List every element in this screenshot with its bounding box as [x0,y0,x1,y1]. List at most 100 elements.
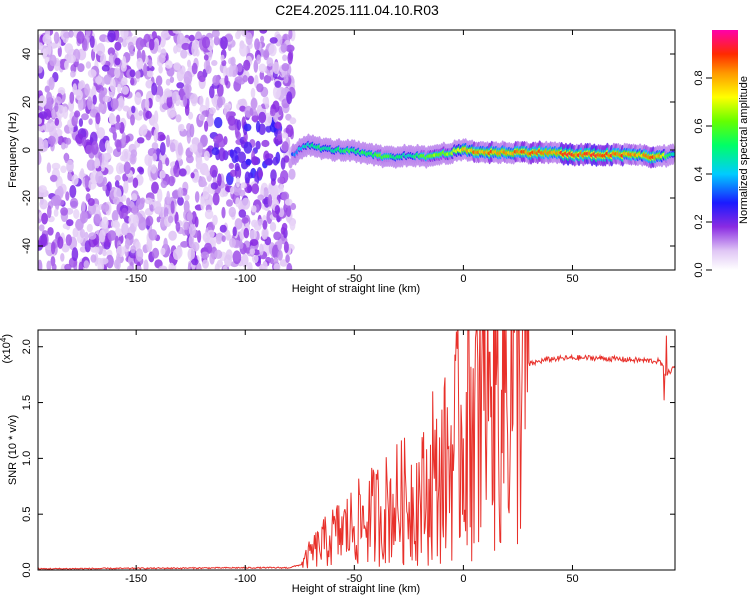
ridge-cell [670,152,675,157]
noise-cell [66,159,74,173]
noise-cell [288,168,296,180]
page-title: C2E4.2025.111.04.10.R03 [275,2,439,18]
y-tick-label: 0 [21,147,33,153]
noise-cell [262,261,268,270]
noise-cell [203,150,210,161]
noise-cell [234,162,240,172]
noise-cell [282,54,288,62]
noise-cell [177,196,184,206]
noise-cell [96,42,106,56]
noise-cell [61,243,70,253]
noise-cell [194,191,200,203]
noise-cell [134,92,142,105]
noise-cell [163,237,168,252]
noise-cell [176,68,184,82]
noise-cell [262,220,268,230]
noise-cell [179,123,185,132]
y-tick-label: 40 [21,48,33,60]
noise-cell [77,63,85,73]
noise-cell [285,44,295,53]
noise-cell [81,201,86,213]
noise-cell [42,33,52,45]
noise-cell [187,247,196,261]
noise-cell [199,95,204,108]
noise-cell [196,156,203,169]
noise-cell [269,37,278,44]
noise-cell [272,85,281,99]
noise-cell [79,228,86,239]
noise-cell [283,74,289,84]
noise-cell [170,200,175,214]
noise-cell [158,265,168,270]
noise-cell [156,216,161,223]
noise-cell [151,82,158,96]
noise-cell [49,125,57,139]
noise-cell [49,174,58,182]
noise-cell [243,141,253,154]
noise-cell [281,222,288,231]
noise-cell [209,164,218,178]
noise-cell [167,215,174,224]
noise-cell [226,199,233,207]
noise-cell [84,174,89,189]
snr-scale-exponent: 4 [0,337,8,342]
noise-cell [177,187,184,198]
noise-cell [263,74,272,84]
noise-cell [136,137,145,144]
noise-cell [254,38,260,51]
noise-cell [165,78,171,86]
noise-cell [211,60,218,66]
noise-cell [216,96,223,109]
noise-cell [189,123,195,138]
noise-cell [114,180,120,188]
noise-cell [115,114,121,124]
noise-cell [185,85,190,99]
snr-scale-prefix: (x10 [1,342,13,363]
snr-plot-area [38,330,675,570]
noise-cell [110,98,119,110]
colorbar-tick-label: 0.2 [693,214,705,229]
spectrogram-panel: -150 -100 -50 0 50 -40 -20 0 20 40 Height of str… [7,29,676,295]
noise-cell [95,112,101,125]
noise-cell [191,42,199,57]
noise-cell [64,152,69,164]
noise-cell [222,190,228,197]
noise-cell [232,226,237,237]
noise-cell [191,62,198,75]
noise-cell [277,238,283,251]
noise-cell [247,262,253,270]
noise-cell [228,64,233,77]
noise-cell [211,147,220,156]
noise-cell [64,263,72,270]
noise-cell [53,208,59,217]
noise-cell [235,197,241,208]
noise-cell [272,156,279,166]
x-tick-label: -150 [125,573,147,585]
noise-cell [284,198,293,206]
noise-cell [42,139,49,152]
noise-cell [64,43,74,54]
noise-cell [220,36,228,50]
noise-cell [86,159,96,171]
noise-cell [176,82,185,89]
noise-cell [183,221,190,231]
noise-cell [209,85,215,99]
spectrogram-x-axis-label: Height of straight line (km) [292,283,420,295]
noise-cell [277,250,283,261]
noise-cell [270,169,277,182]
snr-y-ticks: 0.0 0.5 1.0 1.5 2.0 [21,339,675,578]
noise-cell [141,49,146,63]
noise-cell [112,131,117,141]
noise-cell [271,185,279,199]
noise-cell [169,76,175,83]
noise-cell [273,263,281,270]
noise-cell [234,218,243,230]
noise-cell [289,219,296,231]
noise-cell [38,95,47,108]
noise-cell [261,139,270,148]
noise-cell [269,108,276,117]
noise-cell [136,57,144,70]
noise-cell [38,138,44,151]
noise-cell [258,111,267,124]
